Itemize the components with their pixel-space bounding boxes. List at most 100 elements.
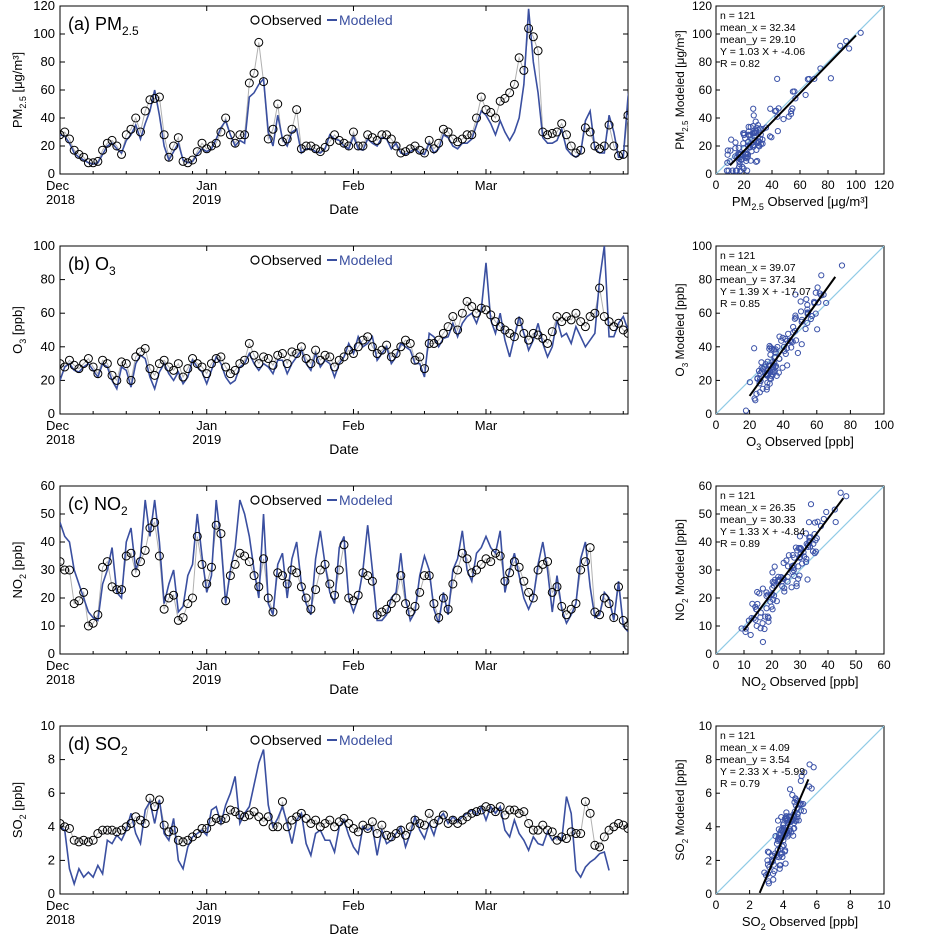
observed-point (216, 529, 226, 539)
observed-point (164, 152, 174, 162)
observed-point (576, 317, 586, 327)
observed-point (60, 130, 65, 140)
observed-point (353, 141, 363, 151)
scatter-y-tick-label: 50 (699, 507, 713, 521)
observed-point (401, 147, 411, 157)
scatter-x-tick-label: 60 (793, 178, 807, 192)
observed-point (188, 354, 198, 364)
observed-point (486, 557, 496, 567)
observed-point (505, 568, 515, 578)
scatter-point (814, 284, 821, 291)
scatter-point (832, 518, 839, 526)
scatter-y-axis-label: NO2 Modeled [ppb] (673, 519, 690, 621)
scatter-point (791, 825, 798, 832)
observed-point (164, 362, 174, 372)
scatter-x-tick-label: 20 (765, 658, 779, 672)
scatter-x-tick-label: 30 (793, 658, 807, 672)
observed-point (202, 369, 212, 379)
observed-point (419, 148, 429, 158)
observed-point (538, 333, 548, 343)
observed-point (419, 820, 429, 830)
observed-point (277, 349, 287, 359)
observed-point (183, 158, 193, 168)
observed-point (311, 815, 321, 825)
observed-point (263, 134, 273, 144)
observed-point (557, 317, 567, 327)
scatter-point (805, 519, 813, 526)
legend-observed-marker (250, 735, 260, 745)
y-tick-label: 40 (41, 534, 55, 549)
observed-point (538, 559, 548, 569)
scatter-point (804, 319, 811, 326)
observed-point (325, 137, 335, 147)
observed-point (64, 134, 74, 144)
scatter-x-tick-label: 40 (777, 418, 791, 432)
scatter-point (724, 159, 731, 166)
observed-point (183, 599, 193, 609)
observed-point (353, 342, 363, 352)
series-group (60, 749, 628, 887)
observed-point (178, 837, 188, 847)
observed-point (618, 325, 628, 335)
observed-point (401, 830, 411, 840)
scatter-stat-line: R = 0.85 (720, 298, 760, 310)
observed-point (552, 582, 562, 592)
observed-point (282, 579, 292, 589)
scatter-y-tick-label: 0 (705, 407, 712, 421)
one-to-one-line (716, 486, 884, 654)
scatter-point (773, 840, 781, 847)
scatter-point (759, 585, 766, 592)
observed-point (268, 360, 278, 370)
observed-point (277, 797, 287, 807)
scatter-point (769, 371, 776, 378)
observed-point (576, 565, 586, 575)
scatter-point (792, 817, 799, 824)
observed-point (64, 823, 74, 833)
observed-point (561, 312, 571, 322)
observed-point (443, 604, 453, 614)
observed-point (396, 571, 406, 581)
observed-point (528, 593, 538, 603)
observed-point (457, 308, 467, 318)
observed-point (287, 347, 297, 357)
observed-point (192, 147, 202, 157)
scatter-point (831, 506, 838, 513)
timeseries-frame (59, 5, 629, 175)
regression-fit-line (758, 778, 810, 894)
observed-point (419, 364, 429, 374)
observed-point (514, 562, 524, 572)
observed-point (467, 808, 477, 818)
y-tick-label: 40 (41, 339, 55, 354)
scatter-point (766, 133, 774, 140)
observed-point (595, 283, 605, 293)
y-tick-label: 100 (33, 26, 55, 41)
y-tick-label: 0 (48, 886, 55, 901)
observed-point (448, 134, 458, 144)
y-tick-label: 10 (41, 618, 55, 633)
observed-point (386, 352, 396, 362)
observed-point (434, 335, 444, 345)
scatter-point (724, 151, 731, 158)
scatter-point (753, 622, 760, 629)
observed-point (140, 545, 150, 555)
scatter-stat-line: n = 121 (720, 730, 755, 742)
observed-point (320, 350, 330, 360)
observed-point (268, 607, 278, 617)
observed-point (453, 818, 463, 828)
observed-point (467, 568, 477, 578)
scatter-point (804, 301, 811, 309)
panel-title: (b) O3 (68, 254, 116, 278)
scatter-x-tick-label: 40 (765, 178, 779, 192)
observed-point (561, 610, 571, 620)
scatter-point (761, 869, 768, 876)
observed-point (126, 124, 136, 134)
observed-point (524, 818, 534, 828)
observed-point (259, 352, 269, 362)
observed-point (88, 158, 98, 168)
scatter-x-axis-label: O3 Observed [ppb] (746, 434, 854, 452)
observed-point (604, 599, 614, 609)
observed-point (150, 370, 160, 380)
observed-point (391, 829, 401, 839)
observed-point (60, 362, 70, 372)
observed-point (330, 130, 340, 140)
